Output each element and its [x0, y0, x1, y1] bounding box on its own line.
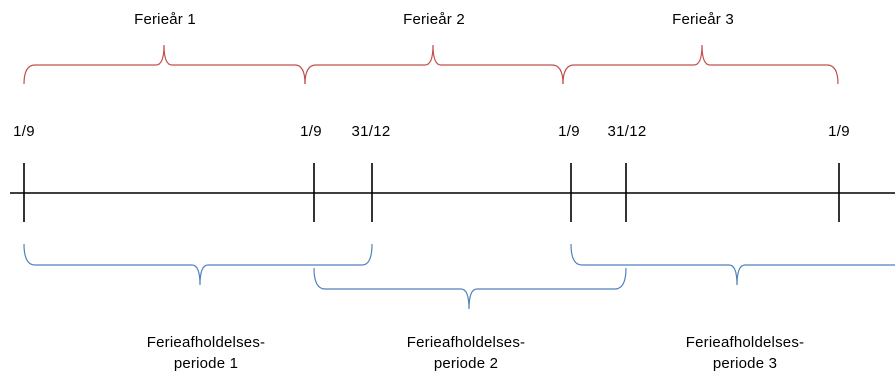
holiday-period-label-2-line1: Ferieafholdelses-: [406, 334, 526, 351]
date-label-2: 1/9: [300, 123, 322, 140]
period-brace-3: [570, 243, 895, 286]
period-brace-1: [23, 243, 373, 286]
date-label-5: 31/12: [607, 123, 647, 140]
year-brace-3: [562, 44, 839, 85]
date-label-3: 31/12: [351, 123, 391, 140]
holiday-year-label-2: Ferieår 2: [403, 11, 465, 28]
year-brace-1: [23, 44, 306, 85]
period-brace-2: [313, 267, 627, 310]
holiday-period-label-2-line2: periode 2: [433, 355, 499, 372]
holiday-period-label-3-line1: Ferieafholdelses-: [685, 334, 805, 351]
holiday-period-label-1: Ferieafholdelses- periode 1: [147, 332, 265, 374]
year-brace-2: [304, 44, 564, 85]
date-label-4: 1/9: [558, 123, 580, 140]
holiday-period-label-3: Ferieafholdelses- periode 3: [686, 332, 804, 374]
holiday-year-label-3: Ferieår 3: [672, 11, 734, 28]
date-label-6: 1/9: [828, 123, 850, 140]
date-label-1: 1/9: [13, 123, 35, 140]
holiday-year-label-1: Ferieår 1: [134, 11, 196, 28]
holiday-period-label-3-line2: periode 3: [712, 355, 778, 372]
holiday-period-label-1-line1: Ferieafholdelses-: [146, 334, 266, 351]
holiday-period-label-2: Ferieafholdelses- periode 2: [407, 332, 525, 374]
holiday-period-label-1-line2: periode 1: [173, 355, 239, 372]
